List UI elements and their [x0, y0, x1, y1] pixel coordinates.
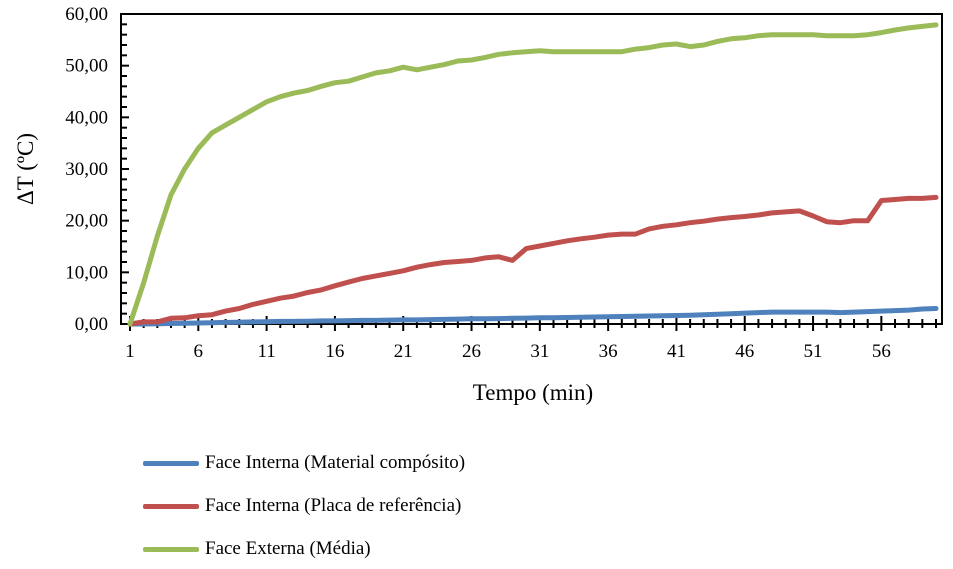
y-tick-label: 20,00 — [65, 211, 108, 232]
legend-label: Face Externa (Média) — [205, 538, 371, 559]
x-tick-label: 21 — [394, 341, 413, 362]
legend-item-material-composito: Face Interna (Material compósito) — [143, 452, 465, 474]
x-tick-label: 36 — [599, 341, 618, 362]
x-tick-label: 46 — [735, 341, 754, 362]
series-line-2 — [127, 22, 939, 327]
legend-label: Face Interna (Material compósito) — [205, 452, 466, 473]
y-tick-label: 40,00 — [65, 107, 108, 128]
x-tick-label: 56 — [872, 341, 891, 362]
y-tick-label: 30,00 — [65, 159, 108, 180]
legend-swatch — [143, 546, 199, 552]
plot-area-border — [120, 13, 943, 325]
x-tick-label: 6 — [194, 341, 204, 362]
x-tick-label: 26 — [462, 341, 481, 362]
x-axis-title: Tempo (min) — [473, 380, 593, 405]
x-tick-label: 51 — [804, 341, 823, 362]
legend-label: Face Interna (Placa de referência) — [205, 495, 462, 516]
y-axis-title: ΔT (ºC) — [13, 133, 38, 205]
series-line-1 — [127, 194, 939, 327]
legend-swatch — [143, 460, 199, 466]
legend-item-placa-referencia: Face Interna (Placa de referência) — [143, 495, 461, 517]
x-tick-label: 31 — [530, 341, 549, 362]
y-tick-label: 10,00 — [65, 262, 108, 283]
legend-item-face-externa: Face Externa (Média) — [143, 538, 371, 560]
x-tick-label: 16 — [325, 341, 344, 362]
x-tick-label: 11 — [257, 341, 275, 362]
series-line-0 — [127, 306, 939, 327]
y-tick-label: 60,00 — [65, 4, 108, 25]
x-tick-label: 1 — [125, 341, 135, 362]
legend-swatch — [143, 503, 199, 509]
y-tick-label: 50,00 — [65, 56, 108, 77]
x-tick-label: 41 — [667, 341, 686, 362]
y-tick-label: 0,00 — [75, 314, 108, 335]
